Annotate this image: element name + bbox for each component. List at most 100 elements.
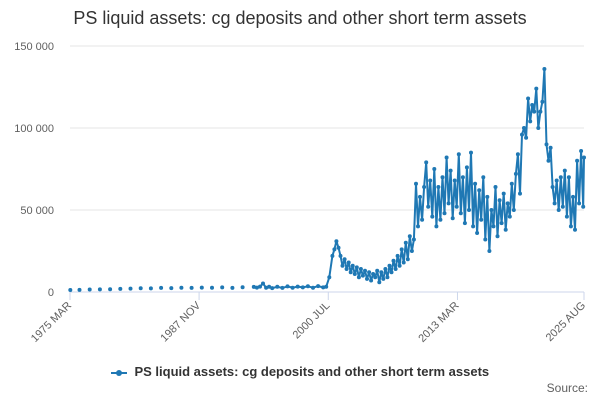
data-point[interactable] — [397, 263, 402, 268]
data-point[interactable] — [210, 285, 214, 290]
data-point[interactable] — [324, 284, 329, 289]
data-point[interactable] — [108, 287, 113, 292]
data-point[interactable] — [550, 185, 555, 189]
data-point[interactable] — [375, 268, 380, 273]
data-point[interactable] — [511, 208, 516, 212]
data-point[interactable] — [536, 126, 541, 130]
source-label[interactable]: Source: — [546, 381, 588, 395]
data-point[interactable] — [220, 285, 225, 290]
data-point[interactable] — [450, 216, 455, 221]
data-point[interactable] — [479, 217, 484, 222]
data-point[interactable] — [159, 285, 164, 290]
data-point[interactable] — [424, 160, 429, 165]
data-point[interactable] — [513, 171, 518, 176]
legend[interactable]: PS liquid assets: cg deposits and other … — [0, 364, 600, 379]
data-point[interactable] — [327, 275, 332, 280]
data-point[interactable] — [442, 211, 447, 216]
data-point[interactable] — [501, 191, 506, 196]
data-point[interactable] — [507, 214, 512, 219]
data-point[interactable] — [582, 155, 586, 160]
data-point[interactable] — [405, 257, 410, 262]
data-point[interactable] — [471, 224, 476, 229]
data-point[interactable] — [409, 249, 414, 253]
data-point[interactable] — [444, 155, 449, 160]
data-point[interactable] — [542, 67, 547, 71]
data-point[interactable] — [348, 270, 353, 275]
data-point[interactable] — [448, 168, 453, 173]
data-point[interactable] — [321, 285, 326, 290]
data-point[interactable] — [530, 103, 535, 107]
data-point[interactable] — [434, 224, 439, 229]
data-point[interactable] — [385, 275, 390, 280]
data-point[interactable] — [342, 257, 347, 262]
data-point[interactable] — [568, 224, 573, 229]
data-point[interactable] — [456, 152, 461, 157]
data-point[interactable] — [422, 185, 427, 189]
data-point[interactable] — [267, 284, 272, 289]
data-point[interactable] — [305, 284, 310, 289]
data-point[interactable] — [495, 234, 500, 239]
data-point[interactable] — [522, 126, 526, 130]
data-point[interactable] — [411, 237, 416, 242]
data-point[interactable] — [356, 275, 361, 280]
data-point[interactable] — [332, 247, 337, 252]
data-point[interactable] — [330, 253, 335, 258]
data-point[interactable] — [430, 214, 435, 219]
data-point[interactable] — [403, 240, 408, 245]
data-point[interactable] — [391, 258, 396, 263]
data-point[interactable] — [360, 273, 365, 278]
data-point[interactable] — [532, 109, 537, 114]
data-point[interactable] — [481, 175, 486, 180]
data-point[interactable] — [548, 145, 553, 150]
data-point[interactable] — [407, 234, 412, 239]
data-point[interactable] — [295, 284, 300, 289]
data-point[interactable] — [128, 286, 133, 291]
data-point[interactable] — [577, 201, 582, 206]
data-point[interactable] — [520, 132, 524, 137]
data-point[interactable] — [573, 227, 577, 232]
data-point[interactable] — [416, 224, 420, 229]
data-point[interactable] — [452, 178, 457, 183]
data-point[interactable] — [365, 276, 369, 281]
data-point[interactable] — [464, 165, 469, 170]
data-point[interactable] — [344, 267, 349, 271]
data-point[interactable] — [487, 249, 492, 253]
data-point[interactable] — [575, 158, 580, 163]
data-point[interactable] — [473, 181, 478, 186]
data-point[interactable] — [518, 191, 522, 196]
data-point[interactable] — [477, 188, 482, 193]
data-point[interactable] — [552, 201, 557, 206]
data-point[interactable] — [179, 285, 184, 290]
data-point[interactable] — [460, 175, 465, 180]
data-point[interactable] — [418, 194, 422, 199]
data-point[interactable] — [503, 227, 508, 232]
data-point[interactable] — [381, 276, 386, 281]
data-point[interactable] — [483, 237, 488, 242]
data-point[interactable] — [428, 178, 433, 183]
data-point[interactable] — [383, 267, 388, 271]
data-point[interactable] — [264, 285, 269, 290]
data-point[interactable] — [290, 285, 295, 290]
data-point[interactable] — [97, 287, 102, 292]
data-point[interactable] — [436, 185, 441, 189]
data-point[interactable] — [493, 185, 498, 189]
data-point[interactable] — [571, 194, 575, 199]
data-point[interactable] — [544, 142, 549, 147]
data-point[interactable] — [352, 272, 357, 276]
data-point[interactable] — [199, 285, 204, 290]
data-point[interactable] — [420, 217, 425, 222]
data-point[interactable] — [581, 204, 586, 209]
data-point[interactable] — [440, 175, 445, 180]
data-point[interactable] — [354, 265, 359, 270]
data-point[interactable] — [395, 253, 400, 258]
data-point[interactable] — [579, 149, 584, 153]
data-point[interactable] — [87, 287, 92, 292]
data-point[interactable] — [148, 286, 153, 291]
data-point[interactable] — [367, 270, 372, 275]
data-point[interactable] — [285, 284, 290, 289]
data-point[interactable] — [68, 288, 73, 292]
data-point[interactable] — [446, 201, 451, 206]
data-point[interactable] — [497, 198, 502, 203]
data-point[interactable] — [373, 275, 378, 280]
data-point[interactable] — [369, 278, 374, 283]
